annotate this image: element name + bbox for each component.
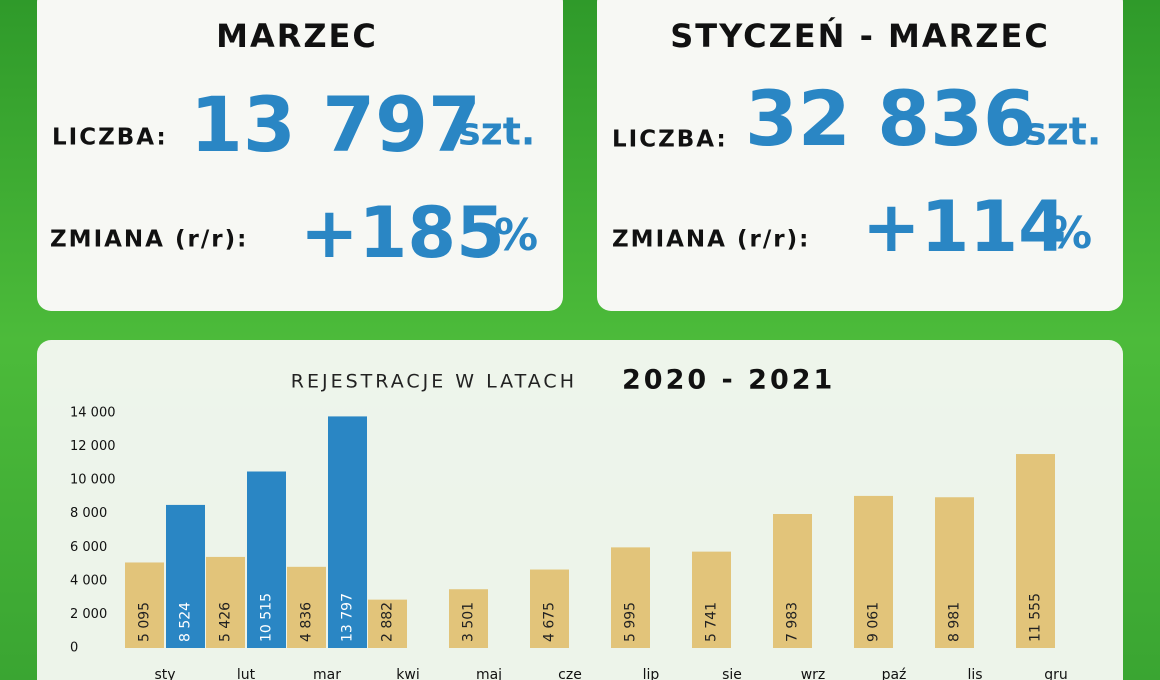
x-tick-label: kwi [396,667,419,680]
count-label: LICZBA: [52,125,168,151]
x-tick-label: sie [722,667,742,680]
card [597,0,1123,311]
change-unit: % [494,210,538,261]
bar [287,566,326,648]
value-label: 8 524 [178,602,194,642]
bar [530,569,569,648]
change: +114 [862,186,1067,268]
chart-title: REJESTRACJE W LATACH [291,371,577,393]
y-tick-label: 8 000 [70,506,107,521]
y-tick-label: 12 000 [70,439,116,454]
count-unit: szt. [1024,110,1101,154]
value-label: 11 555 [1028,593,1044,642]
x-tick-label: mar [313,667,341,680]
x-tick-label: lut [237,667,256,680]
x-tick-label: paź [882,667,907,680]
change-label: ZMIANA (r/r): [50,227,248,253]
change-unit: % [1048,208,1092,259]
y-tick-label: 4 000 [70,573,107,588]
value-label: 3 501 [461,602,477,642]
change: +185 [300,192,505,274]
y-tick-label: 6 000 [70,540,107,555]
value-label: 9 061 [866,602,882,642]
y-tick-label: 2 000 [70,607,107,622]
change-label: ZMIANA (r/r): [612,227,810,253]
value-label: 4 675 [542,602,558,642]
bar [449,589,488,648]
value-label: 7 983 [785,602,801,642]
bar [611,547,650,648]
plot: 0 2 000 4 000 6 000 8 000 10 000 12 000 14 000 s… [70,406,1068,680]
bar [1016,454,1055,648]
value-label: 8 981 [947,602,963,642]
card-heading: STYCZEŃ - MARZEC [670,17,1050,55]
bar [368,599,407,648]
x-tick-label: cze [558,667,582,680]
count-label: LICZBA: [612,127,728,153]
value-label: 5 426 [218,602,234,642]
count: 13 797 [190,80,481,169]
bar [247,471,286,648]
count-unit: szt. [458,110,535,154]
count: 32 836 [745,74,1036,163]
value-label: 5 095 [137,602,153,642]
bar [125,562,164,648]
bar [854,495,893,648]
value-label: 4 836 [299,602,315,642]
chart-title-emphasis: 2020 - 2021 [622,365,835,396]
x-tick-label: lis [967,667,982,680]
bar [328,416,367,648]
bar [692,551,731,648]
y-tick-label: 14 000 [70,406,116,421]
card [37,0,563,311]
bar [206,556,245,648]
card-heading: MARZEC [216,17,378,55]
value-label: 10 515 [259,593,275,642]
bar [773,513,812,648]
y-tick-label: 10 000 [70,473,116,488]
x-tick-label: gru [1044,667,1068,680]
x-tick-label: maj [476,667,502,680]
value-label: 5 995 [623,602,639,642]
x-tick-label: sty [154,667,175,680]
value-label: 5 741 [704,602,720,642]
bar [166,504,205,648]
y-tick-label: 0 [70,641,78,656]
bar [935,497,974,648]
x-tick-label: lip [643,667,660,680]
x-tick-label: wrz [801,667,826,680]
value-label: 2 882 [380,602,396,642]
value-label: 13 797 [340,593,356,642]
